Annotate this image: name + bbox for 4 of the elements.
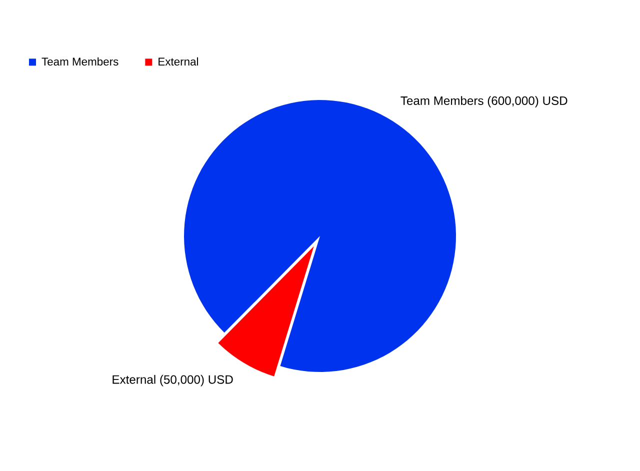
data-label: Team Members (600,000) USD <box>400 96 568 108</box>
legend-label: External <box>158 57 198 66</box>
data-label: External (50,000) USD <box>112 374 233 386</box>
legend-label: Team Members <box>42 57 118 66</box>
